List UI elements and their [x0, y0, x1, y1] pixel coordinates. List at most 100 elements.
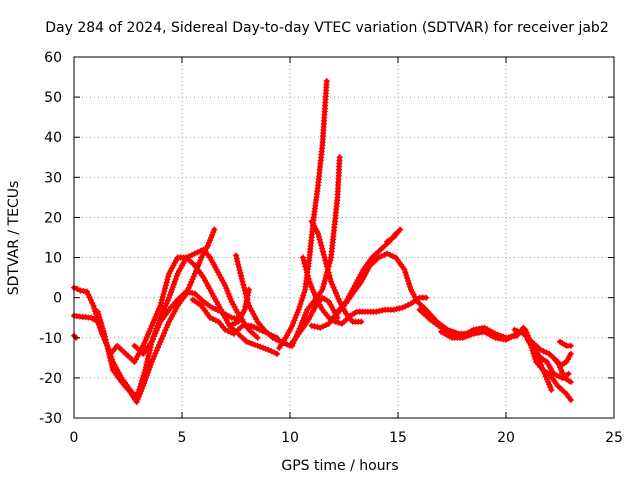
data-point [105, 348, 112, 355]
data-point [207, 237, 214, 244]
data-point [314, 324, 321, 331]
data-point [91, 305, 98, 312]
y-tick-label: -30 [39, 411, 62, 427]
data-point [239, 278, 246, 285]
data-point [291, 317, 298, 324]
data-point [169, 283, 176, 290]
data-point [197, 247, 204, 254]
data-point [324, 266, 331, 273]
data-point [403, 272, 410, 279]
data-point [396, 305, 403, 312]
data-point [167, 289, 174, 296]
data-point [145, 331, 152, 338]
data-point [99, 325, 106, 332]
data-point [224, 287, 231, 294]
data-point [161, 306, 168, 313]
data-point [271, 349, 278, 356]
data-point [560, 372, 567, 379]
data-point [245, 286, 252, 293]
data-point [187, 282, 194, 289]
data-point [133, 398, 140, 405]
data-point [539, 365, 546, 372]
data-point [296, 303, 303, 310]
data-point [376, 308, 383, 315]
data-point [98, 319, 104, 326]
series-line [551, 351, 574, 369]
data-point [308, 322, 315, 329]
data-point [310, 289, 317, 296]
data-point [100, 328, 107, 335]
data-point [274, 334, 281, 341]
data-point [140, 342, 147, 349]
data-point [298, 298, 305, 305]
data-point [103, 339, 110, 346]
data-point [226, 322, 233, 329]
data-point [163, 324, 170, 331]
data-point [101, 333, 108, 340]
data-point [86, 294, 93, 301]
data-point [299, 254, 306, 261]
data-point [143, 372, 150, 379]
data-point [304, 272, 311, 279]
series-track-19 [524, 336, 555, 393]
x-tick-label: 10 [281, 430, 299, 446]
data-point [248, 322, 255, 329]
data-point [265, 346, 272, 353]
data-point [101, 330, 108, 337]
data-point [163, 300, 170, 307]
y-tick-label: 50 [44, 90, 62, 106]
data-point [154, 322, 161, 329]
data-point [550, 370, 557, 377]
data-point [153, 347, 160, 354]
data-point [336, 154, 343, 161]
y-tick-label: 20 [44, 210, 62, 226]
data-point [162, 285, 169, 292]
data-point [143, 334, 150, 341]
data-point [335, 295, 342, 302]
data-point [321, 254, 328, 261]
data-point [162, 303, 169, 310]
data-point [96, 314, 103, 321]
data-point [234, 258, 241, 265]
y-tick-label: 30 [44, 170, 62, 186]
data-point [402, 269, 409, 276]
data-point [170, 281, 177, 288]
data-point [211, 226, 218, 233]
data-point [379, 307, 386, 314]
data-point [290, 320, 297, 327]
data-point [324, 269, 331, 276]
data-point [390, 306, 397, 313]
data-point [308, 283, 315, 290]
data-point [303, 309, 310, 316]
data-point [301, 260, 308, 267]
data-point [157, 338, 164, 345]
data-point [196, 259, 203, 266]
data-point [541, 370, 548, 377]
data-point [254, 334, 261, 341]
data-point [565, 393, 572, 400]
data-point [148, 338, 155, 345]
data-point [320, 280, 327, 287]
data-point [184, 287, 191, 294]
data-point [423, 294, 430, 301]
data-point [240, 281, 247, 288]
data-point [517, 329, 524, 336]
data-point [404, 275, 411, 282]
data-point [533, 350, 540, 357]
data-point [459, 334, 466, 341]
data-point [155, 320, 162, 327]
data-point [335, 319, 342, 326]
data-point [538, 362, 545, 369]
x-axis-title: GPS time / hours [281, 458, 398, 474]
data-point [253, 325, 260, 332]
data-point [303, 266, 310, 273]
data-point [158, 299, 165, 306]
data-point [301, 289, 308, 296]
series-track-8 [226, 286, 252, 329]
data-point [544, 376, 551, 383]
data-point [297, 322, 304, 329]
data-point [142, 337, 149, 344]
data-point [222, 282, 229, 289]
data-point [306, 278, 313, 285]
data-point [189, 276, 196, 283]
